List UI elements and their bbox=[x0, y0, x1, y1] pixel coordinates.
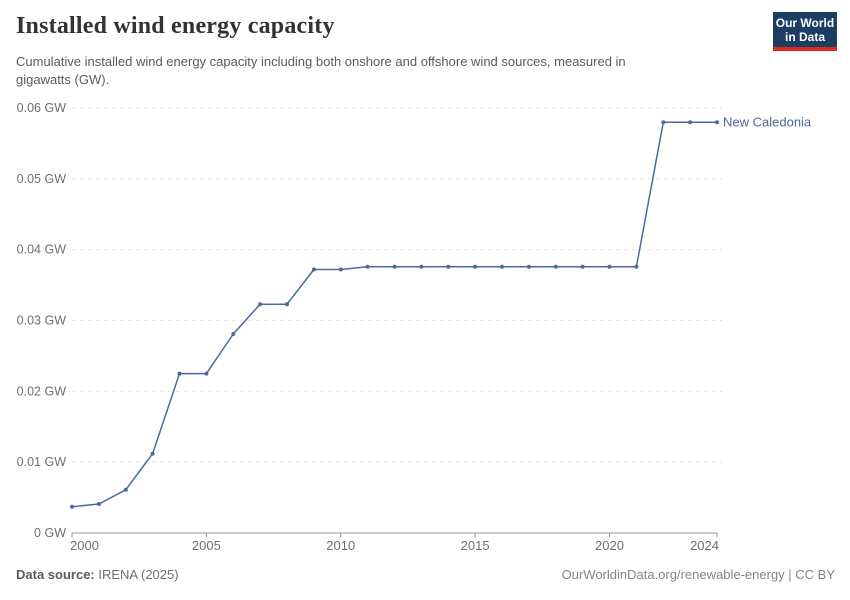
data-source-label: Data source: bbox=[16, 567, 95, 582]
data-point-2001[interactable] bbox=[96, 502, 101, 506]
page-title: Installed wind energy capacity bbox=[16, 13, 335, 39]
data-point-2006[interactable] bbox=[231, 332, 236, 336]
data-point-2002[interactable] bbox=[123, 487, 128, 492]
x-axis-label-2005: 2005 bbox=[192, 538, 221, 553]
data-point-2015[interactable] bbox=[473, 264, 478, 269]
y-axis-label-0.06-gw: 0.06 GW bbox=[17, 101, 67, 115]
y-axis-label-0-gw: 0 GW bbox=[34, 526, 66, 540]
series-label-new-caledonia[interactable]: New Caledonia bbox=[723, 115, 812, 130]
y-axis-label-0.01-gw: 0.01 GW bbox=[17, 455, 67, 469]
data-point-2012[interactable] bbox=[392, 264, 397, 269]
owid-logo-line1: Our World bbox=[775, 16, 835, 30]
data-point-2022[interactable] bbox=[661, 120, 666, 125]
owid-link[interactable]: OurWorldinData.org/renewable-energy bbox=[561, 567, 785, 582]
data-point-2017[interactable] bbox=[526, 264, 531, 269]
x-axis-label-2020: 2020 bbox=[595, 538, 624, 553]
data-point-2020[interactable] bbox=[607, 264, 612, 269]
x-axis-label-2024: 2024 bbox=[690, 538, 719, 553]
y-axis-label-0.02-gw: 0.02 GW bbox=[17, 384, 67, 398]
data-point-2009[interactable] bbox=[311, 267, 316, 272]
credit-separator: | bbox=[784, 567, 796, 582]
data-source: Data source: IRENA (2025) bbox=[16, 567, 179, 582]
data-source-value: IRENA (2025) bbox=[98, 567, 179, 582]
data-point-2016[interactable] bbox=[500, 264, 504, 269]
data-point-2004[interactable] bbox=[177, 371, 182, 376]
y-axis-label-0.03-gw: 0.03 GW bbox=[17, 314, 67, 328]
chart-footer: Data source: IRENA (2025) OurWorldinData… bbox=[16, 567, 835, 582]
chart-subtitle-line1: Cumulative installed wind energy capacit… bbox=[16, 54, 626, 69]
data-point-2010[interactable] bbox=[338, 267, 343, 272]
x-axis-label-2015: 2015 bbox=[461, 538, 490, 553]
chart-subtitle: Cumulative installed wind energy capacit… bbox=[16, 53, 626, 89]
y-axis-label-0.04-gw: 0.04 GW bbox=[17, 243, 67, 257]
data-point-2023[interactable] bbox=[688, 120, 693, 125]
y-axis-label-0.05-gw: 0.05 GW bbox=[17, 172, 67, 186]
data-point-2003[interactable] bbox=[150, 451, 155, 456]
license-label[interactable]: CC BY bbox=[795, 567, 835, 582]
owid-logo[interactable]: Our World in Data bbox=[773, 12, 837, 51]
data-point-2005[interactable] bbox=[204, 371, 209, 376]
data-point-2013[interactable] bbox=[419, 264, 424, 269]
x-axis-label-2000: 2000 bbox=[70, 538, 99, 553]
chart-subtitle-line2: gigawatts (GW). bbox=[16, 72, 110, 87]
data-point-2019[interactable] bbox=[580, 264, 585, 269]
data-point-2024[interactable] bbox=[715, 120, 719, 125]
data-point-2014[interactable] bbox=[446, 264, 451, 269]
data-point-2021[interactable] bbox=[634, 264, 639, 269]
x-axis-label-2010: 2010 bbox=[326, 538, 355, 553]
credit-line: OurWorldinData.org/renewable-energy | CC… bbox=[562, 567, 835, 582]
data-line-new-caledonia[interactable] bbox=[71, 121, 718, 508]
data-point-2007[interactable] bbox=[258, 302, 263, 307]
data-point-2018[interactable] bbox=[553, 264, 558, 269]
data-point-2008[interactable] bbox=[285, 302, 289, 307]
data-point-2011[interactable] bbox=[365, 264, 370, 269]
data-point-2000[interactable] bbox=[70, 504, 74, 509]
owid-logo-line2: in Data bbox=[784, 30, 825, 44]
